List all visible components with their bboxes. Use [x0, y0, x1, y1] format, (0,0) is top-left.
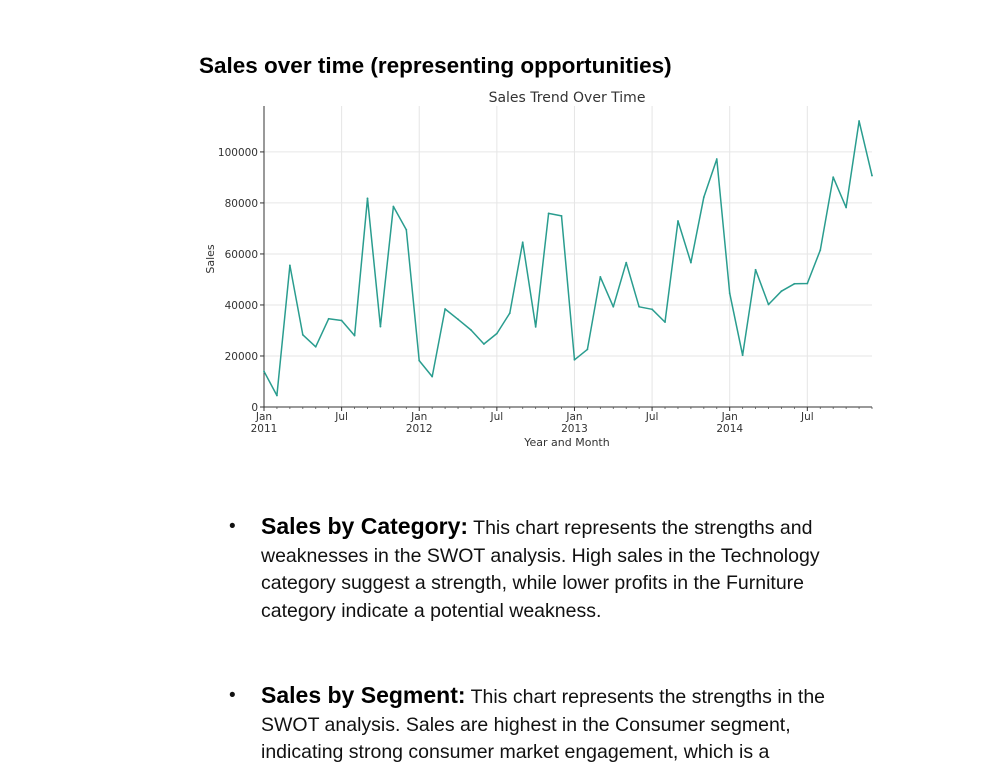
sales-point: [651, 308, 653, 311]
sales-point: [353, 334, 356, 337]
sales-point: [754, 268, 757, 271]
x-tick-label: Jan: [721, 411, 738, 423]
x-axis-label: Year and Month: [523, 436, 609, 449]
sales-point: [586, 348, 589, 351]
sales-point: [625, 261, 628, 264]
sales-point: [470, 329, 472, 331]
bullet-text: This chart represents the strengths and …: [261, 517, 820, 622]
bullet-list: • Sales by Category: This chart represen…: [229, 513, 869, 767]
sales-point: [508, 312, 511, 315]
sales-point: [444, 308, 447, 310]
y-tick-label: 80000: [225, 198, 258, 210]
bullet-lead: Sales by Category:: [261, 513, 469, 539]
sales-point: [806, 282, 809, 285]
sales-point: [547, 212, 550, 215]
sales-point: [495, 332, 498, 335]
sales-point: [664, 321, 666, 323]
y-tick-label: 40000: [225, 300, 258, 312]
x-tick-label: Jan: [255, 411, 272, 423]
y-tick-label: 0: [251, 402, 258, 414]
sales-point: [327, 317, 330, 320]
x-tick-label: Jul: [490, 411, 504, 423]
sales-point: [819, 249, 822, 252]
bullet-item-segment: • Sales by Segment: This chart represent…: [229, 682, 869, 767]
chart-title: Sales Trend Over Time: [489, 90, 646, 106]
sales-point: [612, 305, 615, 308]
sales-point: [301, 333, 304, 336]
x-tick-year-label: 2011: [251, 423, 278, 435]
y-tick-label: 20000: [225, 351, 258, 363]
sales-point: [689, 261, 692, 264]
sales-trend-chart: Sales Trend Over Time 0 20000 40000 60000 80…: [204, 90, 873, 449]
sales-point: [392, 205, 395, 208]
x-tick-year-label: 2014: [716, 423, 743, 435]
x-tick-label: Jan: [410, 411, 427, 423]
sales-point: [728, 292, 731, 295]
sales-line: [263, 120, 873, 397]
sales-point: [521, 241, 524, 244]
bullet-lead: Sales by Segment:: [261, 682, 466, 708]
sales-point: [793, 282, 796, 285]
sales-point: [405, 228, 408, 231]
sales-point: [845, 206, 848, 209]
sales-point: [832, 176, 835, 179]
sales-point: [314, 345, 317, 348]
x-tick-label: Jul: [800, 411, 814, 423]
sales-point: [560, 215, 563, 217]
sales-point: [379, 325, 382, 328]
bullet-item-category: • Sales by Category: This chart represen…: [229, 513, 869, 625]
bullet-dot: •: [229, 685, 236, 706]
sales-point: [702, 196, 705, 199]
sales-point: [483, 343, 485, 345]
sales-point: [871, 174, 873, 177]
sales-point: [431, 375, 434, 378]
sales-point: [276, 394, 278, 397]
sales-point: [418, 359, 421, 362]
sales-point: [288, 264, 291, 267]
sales-point: [677, 220, 679, 222]
sales-point: [741, 354, 744, 357]
sales-point: [534, 326, 537, 328]
sales-point: [263, 370, 265, 373]
sales-point: [715, 158, 718, 160]
y-tick-label: 60000: [225, 249, 258, 261]
x-tick-label: Jul: [645, 411, 659, 423]
sales-point: [780, 290, 783, 293]
x-tick-label: Jan: [565, 411, 582, 423]
x-tick-year-label: 2013: [561, 423, 588, 435]
sales-point: [599, 276, 602, 278]
sales-point: [366, 197, 369, 200]
y-axis-label: Sales: [204, 244, 217, 274]
y-tick-label: 100000: [218, 147, 258, 159]
sales-point: [457, 318, 459, 321]
sales-point: [767, 303, 770, 306]
sales-point: [638, 305, 641, 308]
sales-point: [858, 120, 860, 122]
x-tick-label: Jul: [334, 411, 348, 423]
bullet-dot: •: [229, 516, 236, 537]
sales-point: [573, 358, 576, 361]
section-heading: Sales over time (representing opportunit…: [199, 53, 672, 78]
x-tick-year-label: 2012: [406, 423, 433, 435]
sales-point: [340, 319, 343, 322]
